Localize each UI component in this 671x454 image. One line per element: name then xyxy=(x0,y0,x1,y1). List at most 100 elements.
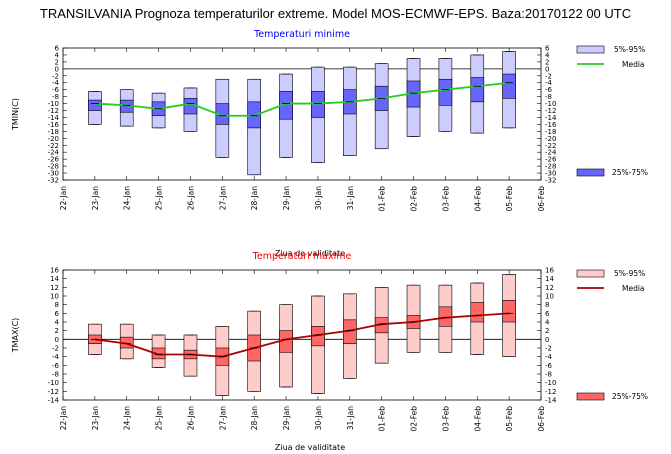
y-tick-label-left: -10 xyxy=(48,100,59,108)
y-tick-label-left: 14 xyxy=(50,275,59,283)
legend-label-25-75: 25%-75% xyxy=(612,168,648,177)
y-tick-label-left: -6 xyxy=(52,86,60,94)
y-tick-label-left: -28 xyxy=(48,163,59,171)
chart-title: Temperaturi minime xyxy=(253,29,350,40)
y-tick-label-right: 0 xyxy=(545,336,549,344)
y-tick-label-right: -2 xyxy=(545,72,552,80)
y-tick-label-right: -12 xyxy=(545,107,556,115)
y-tick-label-right: -6 xyxy=(545,362,553,370)
x-tick-label: 30-Jan xyxy=(314,186,323,210)
y-tick-label-right: -16 xyxy=(545,121,557,129)
x-tick-label: 01-Feb xyxy=(378,186,387,212)
y-tick-label-right: -12 xyxy=(545,388,556,396)
y-tick-label-left: -8 xyxy=(52,371,59,379)
box-25-75 xyxy=(438,78,453,106)
y-tick-label-left: -2 xyxy=(52,72,59,80)
y-tick-label-right: 4 xyxy=(545,51,550,59)
y-tick-label-left: 6 xyxy=(55,45,60,53)
box-25-75 xyxy=(470,302,485,323)
y-axis-label: TMIN(C) xyxy=(11,98,20,131)
box-25-75 xyxy=(470,77,485,103)
y-tick-label-right: 2 xyxy=(545,58,549,66)
y-tick-label-left: -18 xyxy=(48,128,59,136)
y-tick-label-left: -2 xyxy=(52,345,59,353)
y-tick-label-right: -26 xyxy=(545,156,557,164)
x-tick-label: 24-Jan xyxy=(123,186,132,210)
y-tick-label-left: -24 xyxy=(48,149,60,157)
x-tick-label: 25-Jan xyxy=(155,186,164,210)
y-tick-label-left: -10 xyxy=(48,379,59,387)
x-axis-label: Ziua de validitate xyxy=(275,443,345,452)
x-tick-label: 26-Jan xyxy=(186,406,195,430)
x-tick-label: 02-Feb xyxy=(410,186,419,212)
x-tick-label: 04-Feb xyxy=(473,186,482,212)
y-tick-label-right: -14 xyxy=(545,397,557,405)
plot-frame xyxy=(62,269,542,401)
y-tick-label-left: -12 xyxy=(48,388,59,396)
y-tick-label-left: -12 xyxy=(48,107,59,115)
y-tick-label-left: 2 xyxy=(55,58,59,66)
y-tick-label-right: -22 xyxy=(545,142,556,150)
y-tick-label-right: -28 xyxy=(545,163,556,171)
y-tick-label-right: -2 xyxy=(545,345,552,353)
y-tick-label-left: 6 xyxy=(55,310,60,318)
x-tick-label: 01-Feb xyxy=(378,406,387,432)
y-tick-label-left: -8 xyxy=(52,93,59,101)
y-tick-label-right: -8 xyxy=(545,371,552,379)
y-tick-label-right: -6 xyxy=(545,86,553,94)
y-tick-label-right: -20 xyxy=(545,135,556,143)
y-tick-label-right: -10 xyxy=(545,379,556,387)
x-tick-label: 28-Jan xyxy=(250,186,259,210)
plot-frame xyxy=(62,47,542,181)
x-tick-label: 23-Jan xyxy=(91,406,100,430)
median-line xyxy=(94,312,510,358)
x-tick-label: 02-Feb xyxy=(410,406,419,432)
y-tick-label-right: 14 xyxy=(545,275,554,283)
legend-label-25-75: 25%-75% xyxy=(612,392,648,401)
y-tick-label-right: 0 xyxy=(545,65,549,73)
y-tick-label-right: -4 xyxy=(545,79,553,87)
y-tick-label-left: -16 xyxy=(48,121,60,129)
x-tick-label: 03-Feb xyxy=(441,406,450,432)
y-tick-label-left: -4 xyxy=(52,353,60,361)
legend-swatch-5-95 xyxy=(576,269,605,278)
x-tick-label: 24-Jan xyxy=(123,406,132,430)
legend-swatch-5-95 xyxy=(576,45,605,54)
x-tick-label: 05-Feb xyxy=(505,406,514,432)
x-tick-label: 25-Jan xyxy=(155,406,164,430)
y-tick-label-left: 8 xyxy=(55,301,59,309)
chart-title: Temperaturi maxime xyxy=(252,251,352,262)
y-tick-label-left: -22 xyxy=(48,142,59,150)
y-tick-label-right: -8 xyxy=(545,93,552,101)
y-axis-label: TMAX(C) xyxy=(11,318,20,354)
legend-label-median: Media xyxy=(622,60,645,69)
y-tick-label-left: 0 xyxy=(55,336,59,344)
x-tick-label: 30-Jan xyxy=(314,406,323,430)
x-tick-label: 29-Jan xyxy=(282,186,291,210)
box-25-75 xyxy=(502,73,516,99)
y-tick-label-left: 0 xyxy=(55,65,59,73)
x-tick-label: 29-Jan xyxy=(282,406,291,430)
y-tick-label-left: 12 xyxy=(50,284,59,292)
y-tick-label-left: -30 xyxy=(48,170,59,178)
y-tick-label-right: 8 xyxy=(545,301,549,309)
y-tick-label-right: 6 xyxy=(545,45,550,53)
y-tick-label-right: 4 xyxy=(545,319,550,327)
y-tick-label-right: 2 xyxy=(545,327,549,335)
median-line xyxy=(94,81,510,117)
legend-swatch-25-75 xyxy=(576,392,605,401)
y-tick-label-right: 10 xyxy=(545,293,554,301)
x-tick-label: 27-Jan xyxy=(218,406,227,430)
x-tick-label: 06-Feb xyxy=(537,406,546,432)
x-tick-label: 05-Feb xyxy=(505,186,514,212)
box-25-75 xyxy=(151,347,166,360)
y-tick-label-left: 4 xyxy=(55,51,60,59)
y-tick-label-left: -4 xyxy=(52,79,60,87)
y-tick-label-right: -18 xyxy=(545,128,556,136)
legend-label-median: Media xyxy=(622,284,645,293)
y-tick-label-left: 4 xyxy=(55,319,60,327)
